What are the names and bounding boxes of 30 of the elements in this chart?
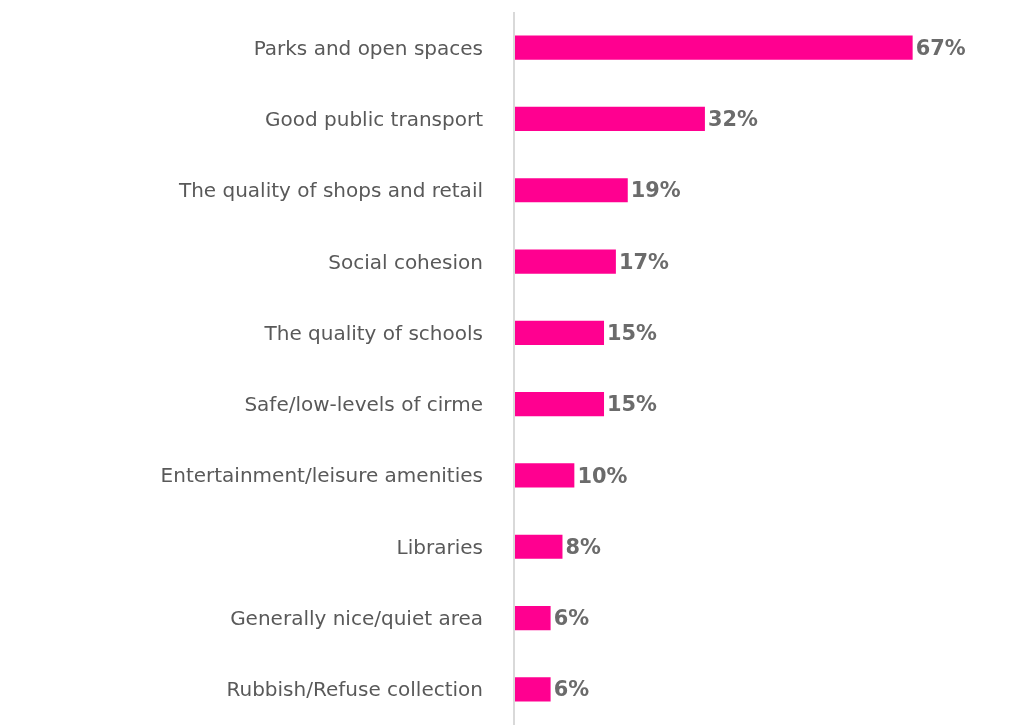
y-tick-label: Generally nice/quiet area [230, 606, 483, 631]
data-label: 10% [577, 463, 628, 488]
bar [515, 534, 563, 559]
data-label: 8% [565, 534, 602, 559]
bar [515, 106, 705, 132]
data-label: 67% [915, 35, 966, 60]
bar [515, 605, 551, 631]
y-tick-label: Good public transport [265, 106, 484, 131]
bar [515, 677, 551, 702]
y-tick-label: Rubbish/Refuse collection [226, 677, 483, 702]
bar [515, 249, 616, 274]
bar [515, 463, 575, 488]
data-label: 6% [553, 606, 590, 631]
y-tick-label: Parks and open spaces [253, 35, 483, 60]
data-label: 17% [618, 249, 669, 274]
bar [515, 392, 605, 417]
data-label: 32% [707, 107, 758, 132]
y-tick-label: Social cohesion [328, 249, 483, 274]
y-tick-label: Entertainment/leisure amenities [160, 463, 483, 488]
bar [515, 178, 628, 203]
y-tick-label: The quality of shops and retail [177, 178, 483, 203]
data-label: 15% [607, 392, 658, 417]
bar [515, 35, 913, 60]
data-label: 19% [630, 178, 681, 203]
y-tick-label: Safe/low-levels of cirme [244, 392, 483, 417]
data-label: 6% [553, 677, 590, 702]
y-tick-label: The quality of schools [263, 320, 483, 345]
bar [515, 320, 605, 345]
data-label: 15% [607, 320, 658, 345]
y-tick-label: Libraries [396, 534, 483, 559]
